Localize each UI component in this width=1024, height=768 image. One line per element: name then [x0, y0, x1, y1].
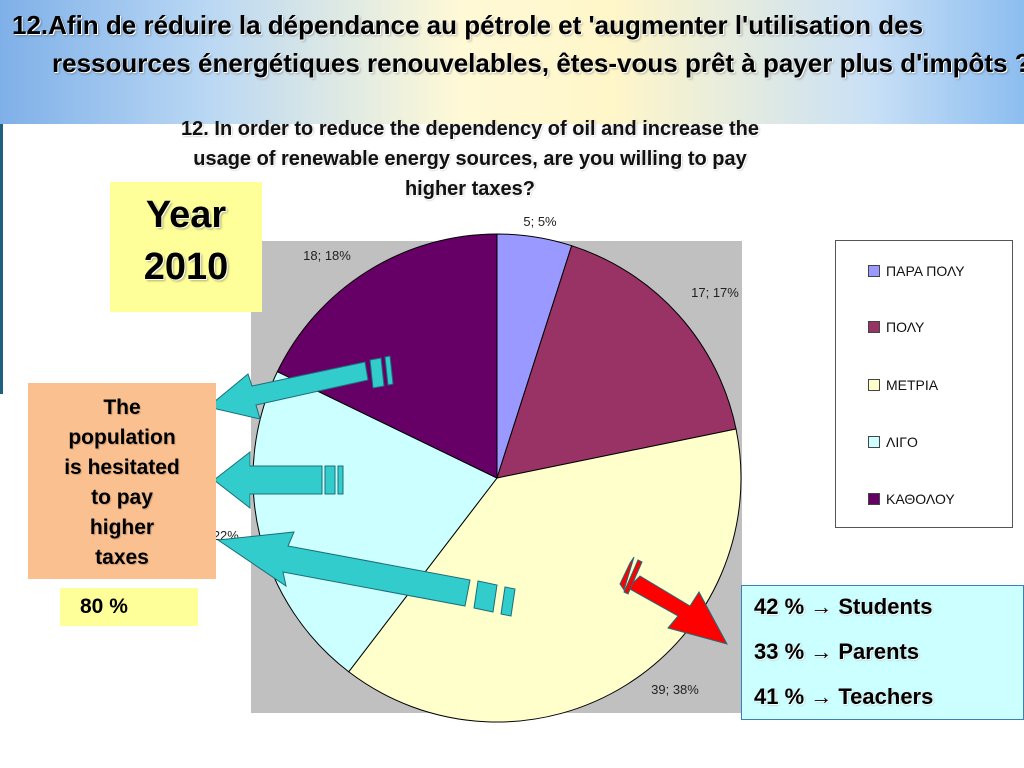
- arrow-2-stripe-1: [324, 465, 336, 495]
- arrow-1-head-body: [206, 361, 369, 420]
- stat-parents: 33 % → Parents: [754, 639, 920, 664]
- arrow-3-stripe-2: [500, 586, 516, 617]
- legend-swatch: [868, 265, 880, 277]
- pie-slice-2: [496, 245, 737, 479]
- pie-data-label-5: 18; 18%: [303, 248, 351, 263]
- pie-slice-5: [276, 233, 498, 479]
- arrow-3-stripe-1: [473, 580, 498, 613]
- red-arrow-body: [627, 575, 728, 645]
- legend-swatch: [868, 379, 880, 391]
- legend-label: ΛΙΓΟ: [886, 434, 918, 450]
- callout-line: taxes: [95, 546, 149, 569]
- stat-teachers: 41 % → Teachers: [754, 684, 934, 709]
- subtitle-line-1: 12. In order to reduce the dependency of…: [181, 118, 759, 140]
- title-banner: 12.Afin de réduire la dépendance au pétr…: [0, 0, 1024, 125]
- pie-data-label-2: 17; 17%: [691, 285, 739, 300]
- legend-label: ΜΕΤΡΙΑ: [886, 377, 939, 393]
- arrow-2-head-body: [213, 450, 323, 510]
- red-arrow-stripe-1: [619, 556, 635, 592]
- arrow-3-head-body: [216, 531, 471, 607]
- legend-label: ΚΑΘΟΛΟΥ: [886, 491, 955, 507]
- hesitation-callout: The population is hesitated to pay highe…: [28, 383, 216, 579]
- year-label: Year: [145, 194, 227, 236]
- red-arrow-stripe-2: [623, 559, 643, 595]
- pie-data-label-3: 39; 38%: [651, 682, 699, 697]
- callout-line: higher: [89, 516, 155, 539]
- pie-data-label-1: 5; 5%: [523, 214, 557, 229]
- callout-line: is hesitated: [64, 456, 180, 479]
- arrow-1-stripe-2: [384, 355, 394, 386]
- legend-label: ΠΟΛΥ: [886, 319, 925, 335]
- pie-slice-3: [348, 428, 742, 723]
- subtitle-line-3: higher taxes?: [404, 178, 536, 200]
- callout-line: to pay: [91, 486, 153, 509]
- left-edge-bar: [0, 124, 3, 394]
- stats-box: 42 % → Students 33 % → Parents 41 % → Te…: [741, 585, 1024, 720]
- legend-swatch: [868, 493, 880, 505]
- arrow-1-stripe-1: [369, 357, 385, 389]
- page-title: 12.Afin de réduire la dépendance au pétr…: [12, 10, 1024, 78]
- subtitle-line-2: usage of renewable energy sources, are y…: [193, 148, 747, 170]
- legend-swatch: [868, 436, 880, 448]
- pie-slices: [252, 233, 742, 723]
- stat-students: 42 % → Students: [754, 594, 933, 619]
- year-box: Year 2010: [110, 182, 262, 312]
- arrow-2-stripe-2: [337, 465, 344, 495]
- year-value: 2010: [143, 246, 229, 288]
- callout-line: population: [68, 426, 176, 449]
- chart-subtitle: 12. In order to reduce the dependency of…: [20, 114, 920, 204]
- chart-legend: ΠΑΡΑ ΠΟΛΥ ΠΟΛΥ ΜΕΤΡΙΑ ΛΙΓΟ ΚΑΘΟΛΟΥ: [835, 240, 1013, 528]
- pie-slice-4: [252, 370, 498, 673]
- arrows: [206, 355, 728, 645]
- total-percent-box: 80 %: [60, 588, 198, 626]
- callout-line: The: [103, 396, 141, 419]
- legend-label: ΠΑΡΑ ΠΟΛΥ: [886, 263, 965, 279]
- legend-swatch: [868, 321, 880, 333]
